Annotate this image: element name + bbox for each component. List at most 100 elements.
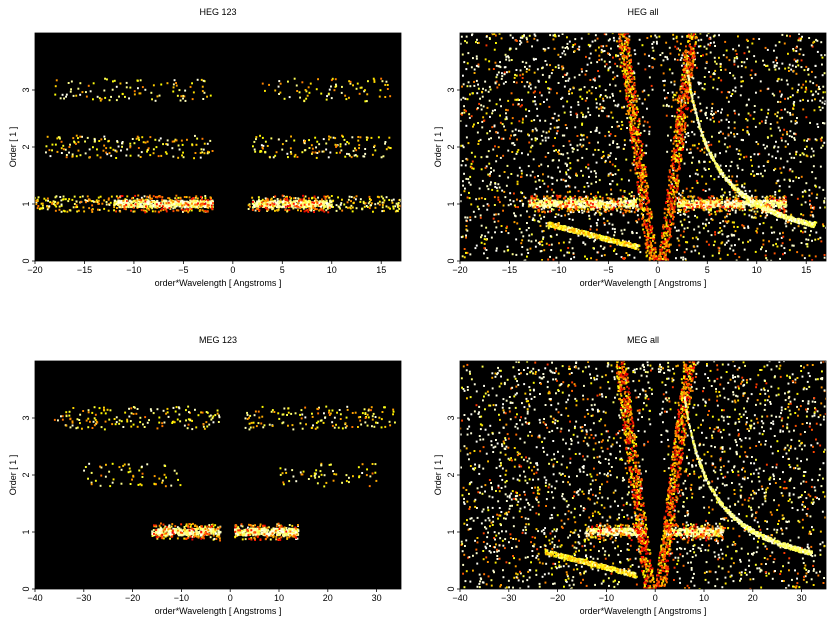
density-cell	[76, 210, 79, 213]
density-cell	[684, 213, 687, 216]
density-cell	[364, 148, 367, 150]
density-cell	[88, 207, 91, 210]
density-cell	[655, 36, 658, 39]
density-cell	[714, 213, 717, 216]
density-cell	[711, 254, 714, 257]
density-cell	[672, 99, 675, 102]
density-cell	[100, 138, 103, 141]
density-cell	[359, 198, 362, 201]
density-cell	[139, 201, 142, 205]
density-cell	[700, 38, 703, 41]
density-cell	[789, 112, 791, 114]
density-cell	[824, 206, 826, 209]
density-cell	[498, 174, 501, 177]
density-cell	[504, 196, 507, 199]
density-cell	[761, 195, 764, 198]
density-cell	[111, 88, 114, 91]
density-cell	[613, 39, 616, 42]
density-cell	[702, 54, 704, 57]
density-cell	[521, 81, 523, 83]
density-cell	[799, 99, 802, 102]
density-cell	[121, 195, 124, 197]
density-cell	[593, 213, 596, 216]
density-cell	[539, 186, 542, 188]
density-cell	[609, 66, 612, 69]
density-cell	[62, 198, 65, 201]
density-cell	[502, 137, 505, 140]
density-cell	[569, 238, 572, 241]
density-cell	[708, 214, 711, 216]
density-cell	[626, 197, 628, 200]
density-cell	[719, 209, 722, 212]
density-cell	[158, 205, 161, 207]
density-cell	[460, 164, 463, 167]
density-cell	[687, 195, 690, 198]
density-cell	[540, 202, 543, 205]
density-cell	[542, 210, 545, 213]
density-cell	[587, 33, 590, 35]
density-cell	[681, 205, 684, 208]
density-cell	[559, 56, 562, 58]
density-cell	[352, 84, 354, 87]
density-cell	[581, 204, 584, 207]
density-cell	[580, 133, 582, 136]
density-cell	[733, 121, 736, 124]
density-cell	[679, 59, 682, 61]
density-cell	[568, 92, 571, 95]
density-cell	[352, 149, 355, 152]
density-cell	[304, 140, 306, 142]
density-cell	[191, 201, 194, 204]
density-cell	[754, 197, 757, 199]
density-cell	[310, 209, 313, 212]
density-cell	[101, 202, 104, 205]
density-cell	[595, 222, 598, 224]
density-cell	[302, 199, 305, 202]
density-cell	[796, 117, 798, 119]
density-cell	[254, 150, 257, 153]
density-cell	[506, 109, 509, 112]
density-cell	[513, 81, 515, 83]
density-cell	[279, 82, 282, 85]
density-cell	[140, 205, 143, 208]
density-cell	[812, 150, 815, 153]
density-cell	[702, 200, 705, 204]
density-cell	[565, 185, 568, 188]
density-cell	[489, 183, 492, 186]
density-cell	[580, 196, 583, 199]
density-cell	[823, 254, 826, 256]
density-cell	[576, 174, 578, 177]
density-cell	[502, 82, 505, 85]
density-cell	[490, 171, 492, 173]
density-cell	[145, 198, 148, 201]
density-cell	[602, 99, 605, 102]
density-cell	[531, 129, 534, 132]
density-cell	[676, 212, 679, 214]
density-cell	[589, 225, 592, 228]
density-cell	[734, 206, 736, 209]
density-cell	[737, 195, 740, 198]
density-cell	[511, 36, 514, 39]
density-cell	[560, 206, 562, 209]
density-cell	[566, 210, 569, 213]
density-cell	[523, 34, 525, 37]
density-cell	[687, 132, 690, 134]
x-tick-label: 10	[327, 265, 337, 275]
density-cell	[162, 143, 164, 146]
density-cell	[133, 199, 136, 202]
density-cell	[824, 197, 826, 200]
density-cell	[548, 91, 551, 94]
density-cell	[541, 73, 544, 76]
density-cell	[785, 225, 788, 228]
density-cell	[149, 201, 152, 204]
density-cell	[264, 89, 266, 92]
density-cell	[684, 198, 686, 201]
density-cell	[578, 206, 581, 209]
density-cell	[461, 144, 464, 147]
density-cell	[498, 65, 501, 68]
density-cell	[297, 202, 299, 205]
density-cell	[766, 214, 769, 217]
density-cell	[681, 191, 684, 194]
density-cell	[632, 201, 635, 204]
density-cell	[36, 207, 39, 210]
density-cell	[823, 122, 826, 125]
